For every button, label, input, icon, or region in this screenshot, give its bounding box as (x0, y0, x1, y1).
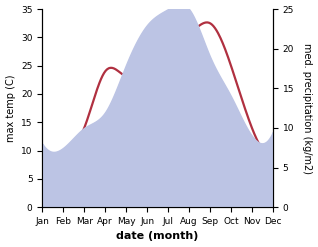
Y-axis label: max temp (C): max temp (C) (5, 74, 16, 142)
X-axis label: date (month): date (month) (116, 231, 199, 242)
Y-axis label: med. precipitation (kg/m2): med. precipitation (kg/m2) (302, 43, 313, 174)
